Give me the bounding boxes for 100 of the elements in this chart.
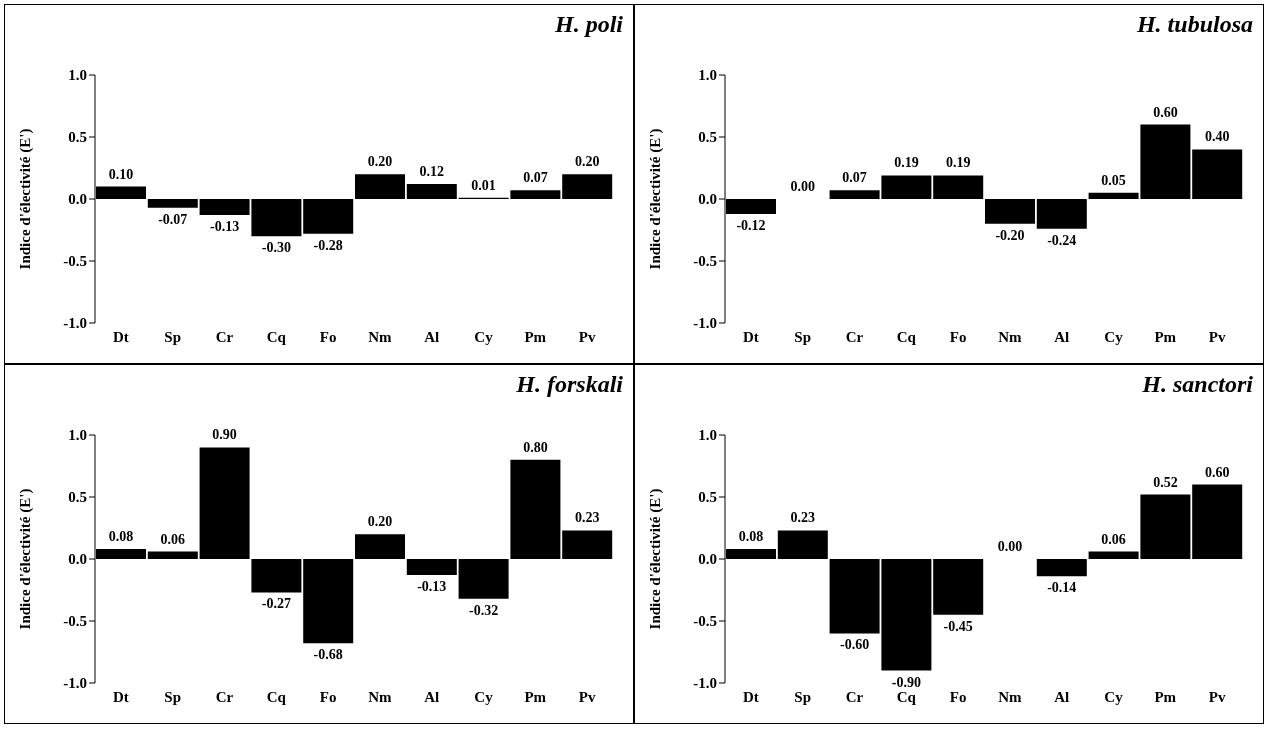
y-axis-title: Indice d'électivité (E') [17,488,35,630]
y-axis-title: Indice d'électivité (E') [647,488,665,630]
x-tick-label: Dt [112,688,129,705]
data-label: 0.08 [738,529,764,545]
chart-title: H. tubulosa [1136,11,1253,38]
data-label: 0.01 [471,177,496,193]
data-label: 0.90 [212,427,237,443]
data-label: 0.80 [523,439,548,455]
data-label: -0.30 [261,240,291,256]
y-tick-label: 1.0 [698,67,717,84]
x-tick-label: Cq [266,688,287,705]
y-tick-label: -0.5 [63,613,87,630]
y-tick-label: 1.0 [68,67,87,84]
y-tick-label: -1.0 [693,315,717,332]
bar [510,459,561,559]
data-label: 0.00 [790,178,816,194]
y-tick-label: -0.5 [693,253,717,270]
x-tick-label: Pv [578,688,596,705]
x-tick-label: Cr [215,688,234,705]
y-axis-title: Indice d'électivité (E') [17,128,35,270]
x-tick-label: Cy [1104,688,1124,705]
y-tick-label: -1.0 [63,675,87,692]
y-tick-label: -1.0 [63,315,87,332]
x-tick-label: Dt [742,328,759,345]
data-label: -0.68 [313,647,343,663]
data-label: -0.24 [1047,232,1077,248]
x-tick-label: Sp [164,688,182,705]
data-label: 0.20 [574,154,600,170]
bar [199,447,250,559]
y-tick-label: 1.0 [698,427,717,444]
data-label: -0.14 [1047,580,1077,596]
data-label: 0.20 [367,514,393,530]
data-label: 0.23 [574,510,600,526]
data-label: 0.20 [367,154,393,170]
x-tick-label: Pm [524,328,547,345]
y-tick-label: 0.0 [68,551,87,568]
x-tick-label: Cq [896,688,917,705]
x-tick-label: Pm [524,688,547,705]
data-label: 0.60 [1204,464,1230,480]
x-tick-label: Sp [164,328,182,345]
x-tick-label: Al [1054,688,1070,705]
y-tick-label: -0.5 [693,613,717,630]
y-tick-label: 0.0 [698,551,717,568]
bar [147,551,198,559]
x-tick-label: Cr [215,328,234,345]
bar [1192,149,1243,199]
y-tick-label: 1.0 [68,427,87,444]
data-label: -0.60 [840,637,870,653]
data-label: -0.07 [158,211,188,227]
x-tick-label: Cy [474,688,494,705]
data-label: 0.08 [108,529,134,545]
data-label: 0.12 [419,164,445,180]
x-tick-label: Nm [368,328,393,345]
y-tick-label: 0.0 [68,191,87,208]
x-tick-label: Pm [1154,688,1177,705]
x-tick-label: Cy [1104,328,1124,345]
data-label: -0.27 [261,596,291,612]
chart-title: H. sanctori [1142,371,1253,398]
data-label: -0.32 [469,602,499,618]
data-label: 0.52 [1153,474,1178,490]
y-tick-label: -0.5 [63,253,87,270]
x-tick-label: Cr [845,688,864,705]
y-axis-title: Indice d'électivité (E') [647,128,665,270]
chart-title: H. forskali [516,371,623,398]
data-label: 0.10 [108,166,134,182]
data-label: 0.00 [997,538,1023,554]
data-label: 0.05 [1101,172,1126,188]
x-tick-label: Pv [578,328,596,345]
x-tick-label: Nm [998,328,1023,345]
data-label: 0.19 [945,155,971,171]
x-tick-label: Pv [1208,688,1226,705]
x-tick-label: Fo [949,688,967,705]
data-label: 0.23 [790,510,816,526]
bar [1036,559,1087,577]
x-tick-label: Fo [319,328,337,345]
x-tick-label: Pv [1208,328,1226,345]
bar [562,174,613,199]
data-label: 0.07 [523,170,548,186]
data-label: -0.20 [995,227,1025,243]
bar [985,199,1035,224]
bar [562,530,613,559]
y-tick-label: 0.5 [68,489,87,506]
x-tick-label: Cq [896,328,917,345]
bar [303,559,354,644]
x-tick-label: Al [424,328,440,345]
data-label: 0.40 [1204,129,1230,145]
data-label: -0.12 [736,217,766,233]
data-label: -0.45 [943,618,973,634]
x-tick-label: Nm [998,688,1023,705]
data-label: -0.13 [210,219,240,235]
x-tick-label: Fo [319,688,337,705]
bar [1036,199,1087,229]
chart-title: H. poli [554,11,623,38]
x-tick-label: Sp [794,688,812,705]
x-tick-label: Fo [949,328,967,345]
y-tick-label: 0.5 [698,129,717,146]
bar [355,174,405,199]
y-tick-label: 0.5 [68,129,87,146]
data-label: 0.06 [160,531,186,547]
y-tick-label: 0.5 [698,489,717,506]
